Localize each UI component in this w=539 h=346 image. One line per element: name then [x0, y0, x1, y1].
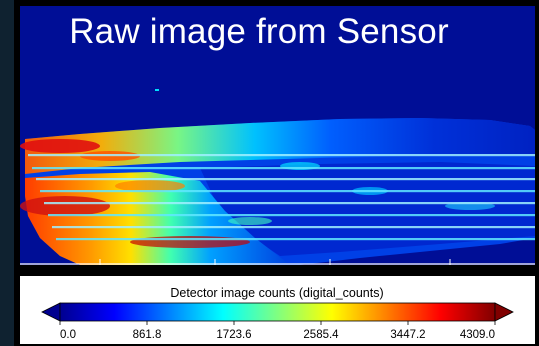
colorbar-tick-label: 861.8	[133, 329, 162, 341]
hot-spot	[20, 139, 100, 153]
speckle	[228, 217, 272, 225]
colorbar-tick-label: 4309.0	[460, 329, 495, 341]
x-axis-ticks	[20, 259, 535, 265]
colorbar-tick-label: 1723.6	[216, 329, 251, 341]
upper-hot-band	[25, 118, 535, 174]
central-low-region	[200, 162, 535, 256]
sensor-image-plot	[20, 6, 535, 265]
scan-line	[32, 167, 535, 170]
scan-line	[48, 214, 535, 217]
colorbar: Detector image counts (digital_counts) 0…	[41, 286, 514, 341]
scan-line	[28, 154, 535, 157]
colorbar-tick-label: 2585.4	[303, 329, 339, 341]
image-title: Raw image from Sensor	[69, 12, 449, 51]
left-edge-strip	[0, 0, 14, 346]
scan-line	[44, 202, 535, 205]
colorbar-tick-label: 0.0	[60, 329, 76, 341]
colorbar-tick-label: 3447.2	[390, 329, 425, 341]
colorbar-gradient	[59, 302, 496, 322]
warm-spot	[115, 180, 185, 192]
colorbar-extend-high	[494, 302, 514, 322]
stray-pixel	[155, 89, 159, 91]
scan-line	[52, 226, 535, 229]
scan-line-stripes	[28, 154, 535, 241]
sensor-image-heatmap	[20, 89, 535, 265]
scan-line	[40, 190, 535, 193]
hot-spot	[20, 196, 110, 216]
colorbar-panel: Detector image counts (digital_counts) 0…	[20, 276, 535, 344]
hot-spot	[130, 236, 250, 248]
scan-line	[36, 178, 535, 181]
colorbar-label: Detector image counts (digital_counts)	[170, 286, 383, 300]
scan-line	[56, 238, 535, 241]
colorbar-extend-low	[41, 302, 61, 322]
